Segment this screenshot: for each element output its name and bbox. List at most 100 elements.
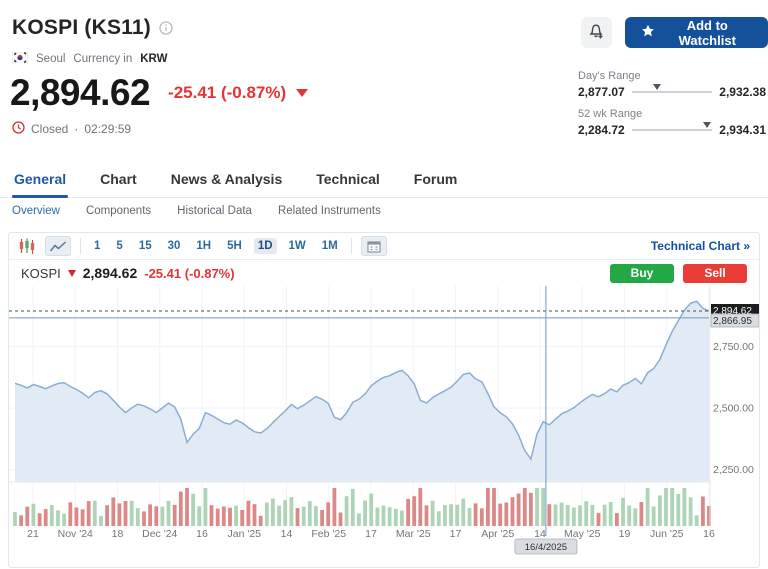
x-axis-label: Nov '24 xyxy=(58,528,93,540)
volume-bar xyxy=(264,502,269,526)
volume-bar xyxy=(412,496,417,526)
volume-bar xyxy=(529,492,533,526)
x-axis-label: Feb '25 xyxy=(311,528,346,540)
subnav-components[interactable]: Components xyxy=(85,205,152,217)
volume-bar xyxy=(105,505,109,526)
subnav-historical-data[interactable]: Historical Data xyxy=(177,205,252,217)
x-axis-label: Jun '25 xyxy=(650,528,684,540)
volume-bar xyxy=(129,500,134,526)
interval-15[interactable]: 15 xyxy=(138,240,152,252)
volume-bar xyxy=(307,501,312,526)
x-axis-label: 14 xyxy=(281,528,293,540)
volume-bar xyxy=(565,505,570,526)
volume-bar xyxy=(344,496,349,526)
technical-chart-link[interactable]: Technical Chart » xyxy=(650,239,750,253)
volume-bar xyxy=(154,506,159,526)
volume-bar xyxy=(166,500,171,526)
volume-bar xyxy=(627,505,632,526)
status-separator: · xyxy=(74,122,79,136)
volume-bar xyxy=(350,488,355,526)
days-range-high: 2,932.38 xyxy=(719,85,766,99)
volume-bar xyxy=(535,488,539,526)
volume-bar xyxy=(80,509,85,526)
area-chart-icon[interactable] xyxy=(45,236,71,256)
volume-bar xyxy=(688,497,693,526)
add-to-watchlist-label: Add to Watchlist xyxy=(678,17,736,48)
interval-5[interactable]: 5 xyxy=(116,240,123,252)
y-axis-label: 2,250.00 xyxy=(713,464,754,476)
tab-chart[interactable]: Chart xyxy=(100,171,137,187)
buy-button[interactable]: Buy xyxy=(610,263,674,283)
volume-bar xyxy=(541,488,546,526)
sub-tabs: Overview Components Historical Data Related… xyxy=(12,205,381,217)
volume-bar xyxy=(74,507,79,526)
price-chart[interactable]: Investing.com2,750.002,500.002,250.0021N… xyxy=(9,286,760,567)
legend-change: -25.41 (-0.87%) xyxy=(144,265,235,281)
interval-1h[interactable]: 1H xyxy=(196,240,212,252)
x-axis-label: Dec '24 xyxy=(142,528,177,540)
tab-forum[interactable]: Forum xyxy=(413,171,458,187)
subnav-related-instruments[interactable]: Related Instruments xyxy=(277,205,381,217)
volume-bar xyxy=(664,488,668,526)
x-axis-label: 16 xyxy=(196,528,208,540)
volume-bar xyxy=(443,505,447,526)
volume-bar xyxy=(277,505,281,526)
price-area-fill xyxy=(15,301,709,482)
star-icon xyxy=(641,24,655,41)
interval-5h[interactable]: 5H xyxy=(227,240,242,252)
volume-bar xyxy=(424,505,429,526)
tab-news-analysis[interactable]: News & Analysis xyxy=(170,171,283,187)
interval-1d[interactable]: 1D xyxy=(253,238,277,254)
volume-bar xyxy=(25,506,30,526)
legend-price: 2,894.62 xyxy=(82,265,138,281)
volume-bar xyxy=(436,511,441,526)
volume-bar xyxy=(31,503,36,526)
info-icon[interactable] xyxy=(159,21,173,35)
volume-bar xyxy=(369,493,374,526)
chart-panel: 1 5 15 30 1H 5H 1D 1W 1M Technical Chart » KOSPI… xyxy=(8,232,760,568)
volume-bar xyxy=(602,504,607,526)
interval-1[interactable]: 1 xyxy=(94,240,101,252)
volume-bar xyxy=(473,503,478,526)
days-range-slider: 2,877.07 2,932.38 xyxy=(578,84,766,99)
volume-bar xyxy=(148,504,152,526)
52wk-range-high: 2,934.31 xyxy=(719,123,766,137)
legend-symbol: KOSPI xyxy=(21,265,61,281)
volume-bar xyxy=(43,509,48,526)
volume-bar xyxy=(584,501,589,526)
volume-bar xyxy=(510,497,515,526)
sell-button[interactable]: Sell xyxy=(683,263,747,283)
volume-bar xyxy=(676,494,681,526)
alert-bell-button[interactable] xyxy=(581,17,612,48)
interval-1w[interactable]: 1W xyxy=(288,240,306,252)
volume-bar xyxy=(252,504,257,526)
candlestick-chart-icon[interactable] xyxy=(18,238,36,255)
volume-bar xyxy=(651,506,656,526)
volume-bar xyxy=(332,488,337,526)
volume-bar xyxy=(258,515,263,526)
add-to-watchlist-button[interactable]: Add to Watchlist xyxy=(624,17,768,48)
volume-bar xyxy=(283,500,288,526)
volume-bar xyxy=(37,513,42,526)
volume-bar xyxy=(172,504,177,526)
calendar-icon[interactable] xyxy=(360,236,387,256)
interval-1m[interactable]: 1M xyxy=(321,240,338,252)
volume-bar xyxy=(639,502,644,526)
volume-bar xyxy=(68,502,73,526)
volume-bar xyxy=(498,503,503,526)
status-countdown: 02:29:59 xyxy=(84,122,132,136)
tab-general[interactable]: General xyxy=(12,163,69,198)
volume-bar xyxy=(62,513,66,526)
korea-flag-icon xyxy=(11,51,29,66)
volume-bar xyxy=(430,500,435,526)
x-axis-label: 16 xyxy=(703,528,715,540)
price-marker-icon xyxy=(67,269,76,277)
tab-technical[interactable]: Technical xyxy=(316,171,380,187)
volume-bar xyxy=(694,515,699,526)
interval-30[interactable]: 30 xyxy=(167,240,181,252)
days-range-label: Day's Range xyxy=(578,70,641,82)
52wk-range-marker-icon xyxy=(703,122,712,128)
volume-bar xyxy=(111,497,116,526)
subnav-overview[interactable]: Overview xyxy=(12,205,60,217)
